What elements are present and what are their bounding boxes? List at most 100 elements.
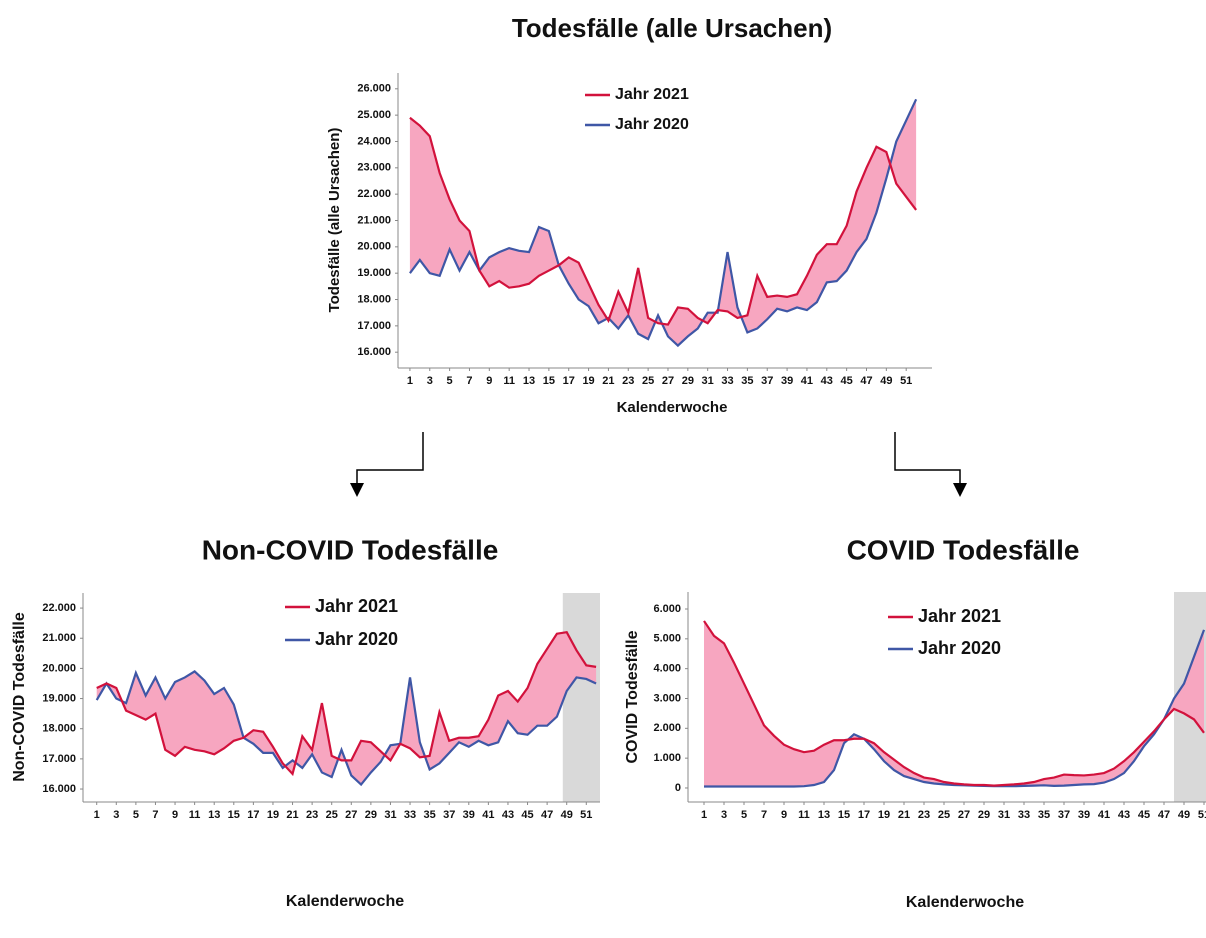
x-tick-label: 43 xyxy=(1118,809,1130,821)
x-tick-label: 19 xyxy=(878,809,890,821)
chart-title: COVID Todesfälle xyxy=(847,534,1080,565)
x-tick-label: 45 xyxy=(1138,809,1150,821)
x-tick-label: 9 xyxy=(486,375,492,387)
y-tick-label: 24.000 xyxy=(357,135,391,147)
x-tick-label: 21 xyxy=(286,809,298,821)
x-tick-label: 17 xyxy=(858,809,870,821)
x-tick-label: 35 xyxy=(1038,809,1050,821)
x-tick-label: 35 xyxy=(741,375,753,387)
legend-label: Jahr 2020 xyxy=(315,629,398,649)
x-axis-label: Kalenderwoche xyxy=(286,893,404,910)
x-tick-label: 49 xyxy=(1178,809,1190,821)
shaded-region xyxy=(562,593,600,802)
x-axis-label: Kalenderwoche xyxy=(617,399,728,416)
arrow-head xyxy=(350,483,364,497)
x-tick-label: 9 xyxy=(172,809,178,821)
y-tick-label: 23.000 xyxy=(357,162,391,174)
y-tick-label: 5.000 xyxy=(653,633,681,645)
y-tick-label: 17.000 xyxy=(357,320,391,332)
x-tick-label: 33 xyxy=(404,809,416,821)
y-tick-label: 22.000 xyxy=(357,188,391,200)
x-tick-label: 3 xyxy=(113,809,119,821)
y-tick-label: 25.000 xyxy=(357,109,391,121)
x-tick-label: 15 xyxy=(543,375,555,387)
x-tick-label: 49 xyxy=(880,375,892,387)
x-tick-label: 17 xyxy=(247,809,259,821)
arrow-left xyxy=(356,432,424,484)
difference-fill xyxy=(96,632,597,785)
chart: Todesfälle (alle Ursachen) 16.000 17.000 18… xyxy=(326,13,932,416)
arrow-right xyxy=(894,432,961,484)
y-tick-label: 20.000 xyxy=(42,662,76,674)
y-tick-label: 26.000 xyxy=(357,83,391,95)
x-tick-label: 19 xyxy=(267,809,279,821)
chart-title: Non-COVID Todesfälle xyxy=(202,534,499,565)
x-tick-label: 11 xyxy=(503,375,515,387)
x-tick-label: 31 xyxy=(384,809,396,821)
x-tick-label: 27 xyxy=(958,809,970,821)
difference-fill xyxy=(704,620,1204,787)
y-axis-label: Non-COVID Todesfälle xyxy=(11,612,28,782)
x-tick-label: 7 xyxy=(152,809,158,821)
x-tick-label: 25 xyxy=(326,809,338,821)
x-tick-label: 7 xyxy=(761,809,767,821)
y-tick-label: 3.000 xyxy=(653,692,681,704)
legend-label: Jahr 2021 xyxy=(918,606,1001,626)
arrow-line xyxy=(894,432,961,484)
series-line xyxy=(409,98,918,348)
x-tick-label: 15 xyxy=(228,809,240,821)
x-tick-label: 13 xyxy=(523,375,535,387)
chart: COVID Todesfälle 0 1.000 2.000 3.000 4.000 5.0… xyxy=(624,534,1206,911)
x-tick-label: 45 xyxy=(521,809,533,821)
legend-label: Jahr 2020 xyxy=(615,116,689,133)
arrow-line xyxy=(356,432,424,484)
x-tick-label: 49 xyxy=(561,809,573,821)
x-tick-label: 33 xyxy=(1018,809,1030,821)
y-tick-label: 21.000 xyxy=(357,214,391,226)
x-tick-label: 45 xyxy=(841,375,853,387)
x-tick-label: 1 xyxy=(407,375,413,387)
x-tick-label: 13 xyxy=(208,809,220,821)
legend-label: Jahr 2021 xyxy=(315,596,398,616)
y-axis-label: Todesfälle (alle Ursachen) xyxy=(326,128,343,313)
legend-label: Jahr 2020 xyxy=(918,638,1001,658)
x-tick-label: 3 xyxy=(721,809,727,821)
x-tick-label: 31 xyxy=(702,375,714,387)
x-tick-label: 37 xyxy=(443,809,455,821)
x-tick-label: 31 xyxy=(998,809,1010,821)
x-tick-label: 7 xyxy=(466,375,472,387)
series-line xyxy=(704,629,1206,788)
y-tick-label: 19.000 xyxy=(42,692,76,704)
x-tick-label: 41 xyxy=(801,375,813,387)
x-tick-label: 1 xyxy=(701,809,707,821)
x-tick-label: 5 xyxy=(447,375,453,387)
x-tick-label: 21 xyxy=(898,809,910,821)
x-tick-label: 25 xyxy=(642,375,654,387)
x-tick-label: 47 xyxy=(541,809,553,821)
x-tick-label: 1 xyxy=(94,809,100,821)
x-tick-label: 13 xyxy=(818,809,830,821)
y-axis-label: COVID Todesfälle xyxy=(624,630,641,763)
y-tick-label: 22.000 xyxy=(42,602,76,614)
x-tick-label: 51 xyxy=(1198,809,1206,821)
x-tick-label: 43 xyxy=(502,809,514,821)
x-tick-label: 37 xyxy=(761,375,773,387)
y-tick-label: 16.000 xyxy=(357,346,391,358)
legend-label: Jahr 2021 xyxy=(615,86,689,103)
y-tick-label: 4.000 xyxy=(653,663,681,675)
y-tick-label: 20.000 xyxy=(357,241,391,253)
x-tick-label: 3 xyxy=(427,375,433,387)
x-tick-label: 23 xyxy=(306,809,318,821)
y-tick-label: 18.000 xyxy=(42,723,76,735)
y-tick-label: 0 xyxy=(675,782,681,794)
x-tick-label: 51 xyxy=(580,809,592,821)
series-line xyxy=(409,116,917,326)
x-axis-label: Kalenderwoche xyxy=(906,894,1024,911)
x-tick-label: 11 xyxy=(189,809,201,821)
x-tick-label: 25 xyxy=(938,809,950,821)
series-line xyxy=(96,631,597,777)
x-tick-label: 43 xyxy=(821,375,833,387)
y-tick-label: 19.000 xyxy=(357,267,391,279)
x-tick-label: 23 xyxy=(918,809,930,821)
